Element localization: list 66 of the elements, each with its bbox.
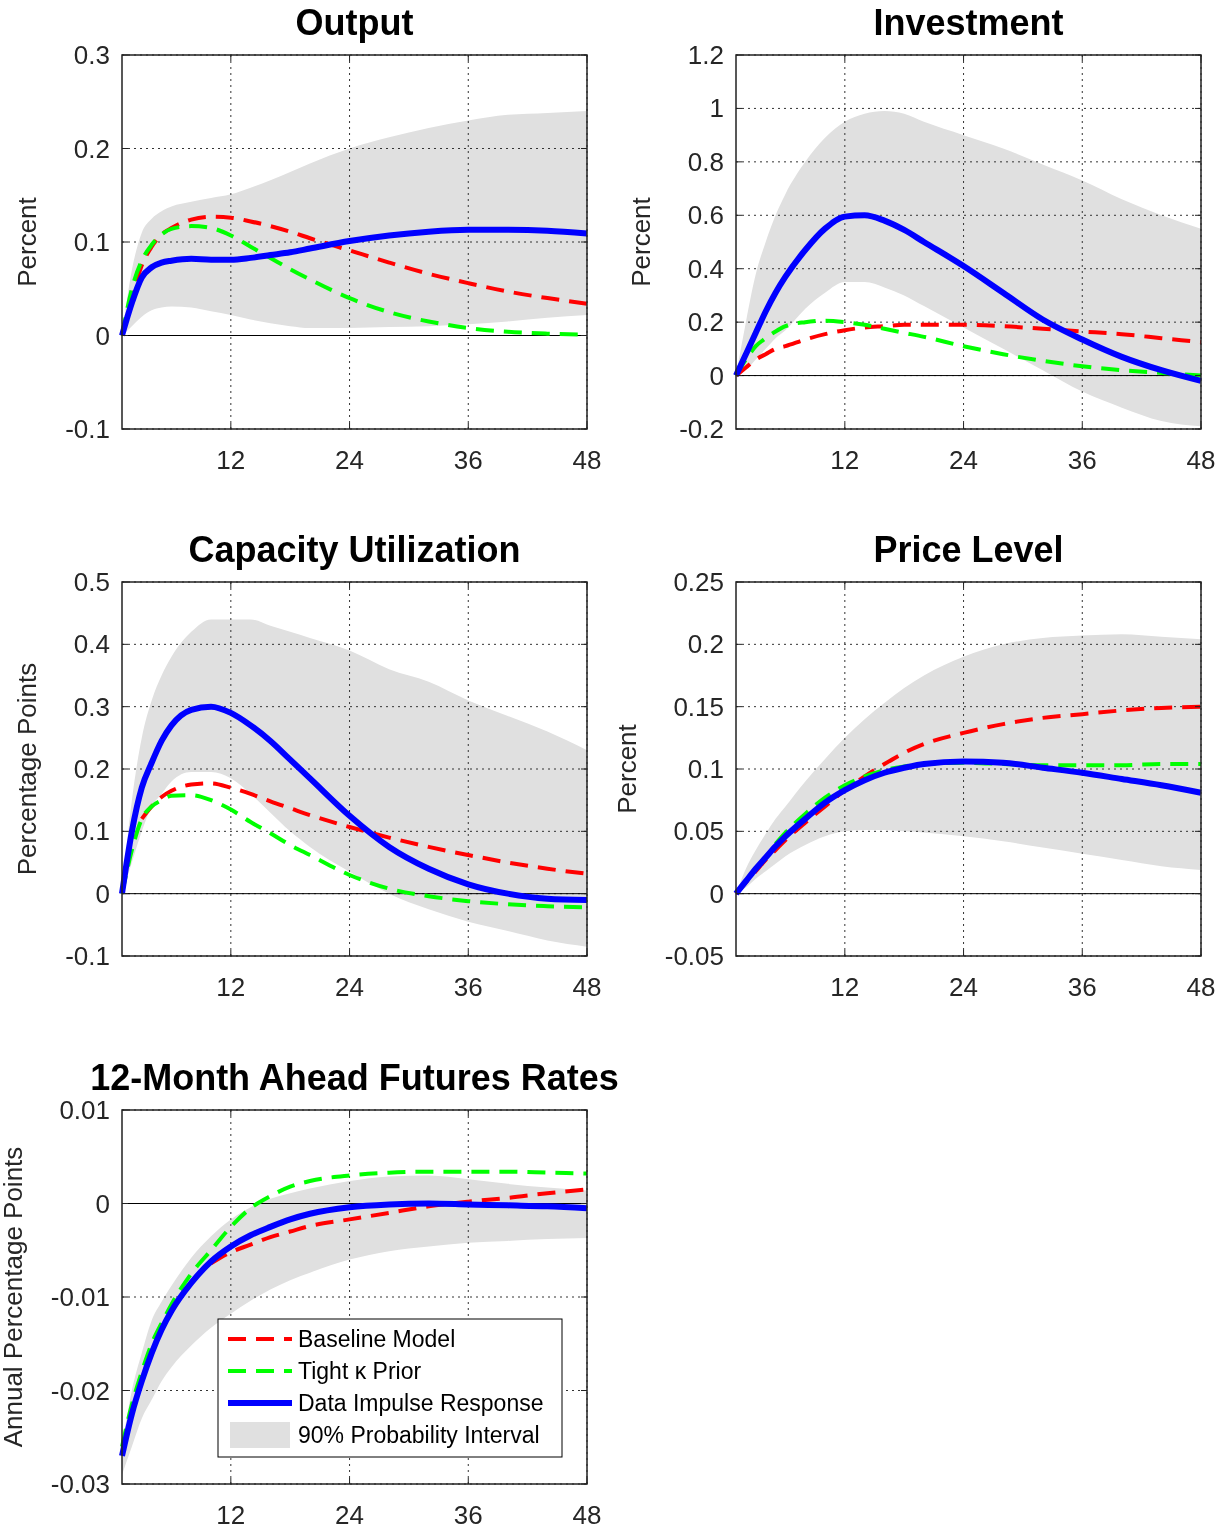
x-tick-label: 24 — [335, 1500, 365, 1530]
y-tick-label: 0.4 — [687, 253, 724, 284]
y-tick-label: 0 — [95, 320, 110, 351]
y-axis-title: Percent — [12, 196, 42, 287]
x-tick-label: 24 — [949, 445, 979, 475]
y-tick-label: 1.2 — [687, 40, 724, 70]
y-tick-label: 0 — [95, 878, 110, 909]
y-axis-title: Percentage Points — [12, 662, 42, 876]
y-tick-label: 0.2 — [687, 307, 724, 338]
y-tick-label: 0.15 — [673, 691, 724, 722]
chart-title: Investment — [873, 2, 1064, 43]
y-tick-label: 0.2 — [687, 629, 724, 660]
y-tick-label: 0.8 — [687, 146, 724, 177]
x-tick-label: 12 — [216, 972, 246, 1002]
x-tick-label: 12 — [830, 445, 860, 475]
y-tick-label: 0.01 — [59, 1095, 110, 1125]
y-tick-label: 0 — [709, 878, 724, 909]
x-tick-label: 48 — [1186, 972, 1216, 1002]
y-axis-title: Annual Percentage Points — [0, 1146, 28, 1448]
chart-title: Output — [295, 2, 414, 43]
y-axis-title: Percent — [626, 196, 656, 287]
chart-title: 12-Month Ahead Futures Rates — [90, 1057, 619, 1098]
y-tick-label: 0.3 — [73, 40, 110, 70]
y-axis-title: Percent — [612, 723, 642, 814]
x-tick-label: 36 — [1067, 445, 1097, 475]
x-tick-label: 48 — [572, 445, 602, 475]
x-tick-label: 36 — [1067, 972, 1097, 1002]
y-tick-label: 0.1 — [687, 754, 724, 784]
y-tick-label: -0.02 — [50, 1375, 110, 1406]
x-tick-label: 36 — [453, 972, 483, 1002]
legend-label: Tight κ Prior — [298, 1358, 422, 1384]
legend-label: Baseline Model — [298, 1326, 456, 1352]
y-tick-label: 0.3 — [73, 691, 110, 722]
x-tick-label: 36 — [453, 1500, 483, 1530]
y-tick-label: 0.4 — [73, 629, 110, 660]
x-tick-label: 12 — [216, 445, 246, 475]
y-tick-label: 0 — [95, 1188, 110, 1219]
y-tick-label: 0.1 — [73, 816, 110, 847]
y-tick-label: -0.05 — [664, 941, 724, 971]
chart-title: Capacity Utilization — [188, 529, 521, 570]
y-tick-label: 1 — [709, 93, 724, 124]
x-tick-label: 24 — [335, 972, 365, 1002]
y-tick-label: -0.1 — [65, 941, 110, 971]
y-tick-label: -0.01 — [50, 1282, 110, 1312]
x-tick-label: 12 — [216, 1500, 246, 1530]
y-tick-label: 0.1 — [73, 227, 110, 257]
x-tick-label: 48 — [572, 972, 602, 1002]
chart-title: Price Level — [873, 529, 1064, 570]
y-tick-label: 0 — [709, 360, 724, 391]
x-tick-label: 12 — [830, 972, 860, 1002]
x-tick-label: 36 — [453, 445, 483, 475]
y-tick-label: -0.1 — [65, 414, 110, 444]
y-tick-label: 0.2 — [73, 754, 110, 784]
legend-label: 90% Probability Interval — [298, 1422, 540, 1448]
y-tick-label: 0.25 — [673, 567, 724, 597]
x-tick-label: 48 — [1186, 445, 1216, 475]
y-tick-label: 0.5 — [73, 567, 110, 597]
x-tick-label: 24 — [335, 445, 365, 475]
y-tick-label: 0.6 — [687, 200, 724, 231]
y-tick-label: 0.05 — [673, 816, 724, 847]
x-tick-label: 24 — [949, 972, 979, 1002]
legend-label: Data Impulse Response — [298, 1390, 544, 1416]
y-tick-label: -0.03 — [50, 1469, 110, 1499]
x-tick-label: 48 — [572, 1500, 602, 1530]
y-tick-label: -0.2 — [679, 414, 724, 444]
y-tick-label: 0.2 — [73, 133, 110, 164]
